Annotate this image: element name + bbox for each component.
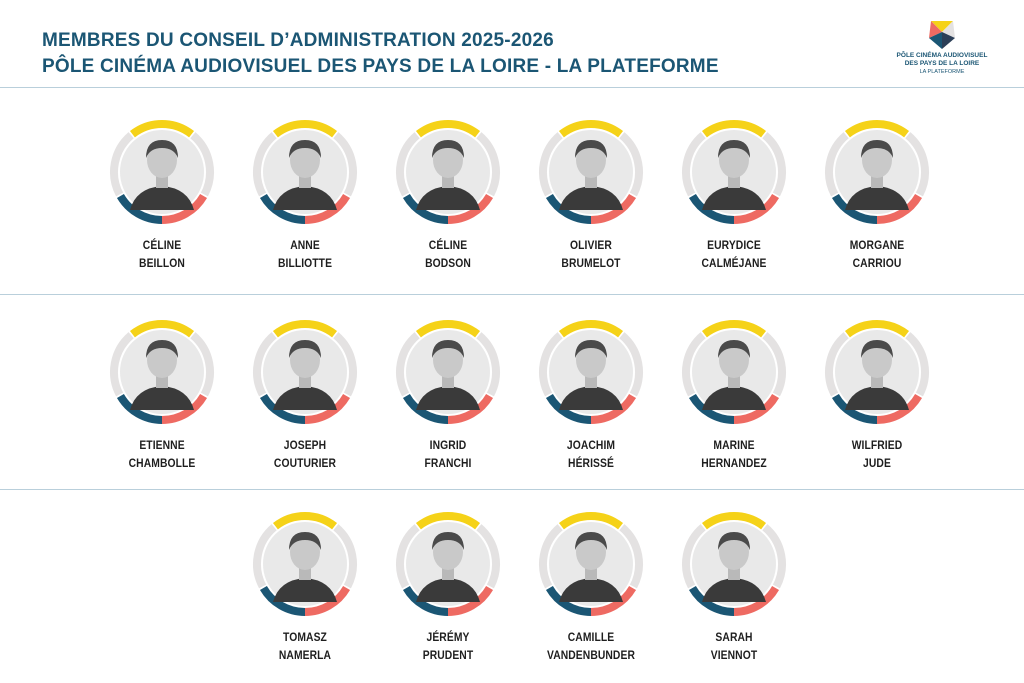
member-card: JÉRÉMY PRUDENT: [393, 510, 503, 664]
page-title: MEMBRES DU CONSEIL D’ADMINISTRATION 2025…: [42, 28, 719, 80]
member-portrait-ring: [253, 120, 357, 224]
member-card: ANNE BILLIOTTE: [250, 118, 360, 272]
member-portrait-ring: [682, 320, 786, 424]
member-name: MORGANE CARRIOU: [830, 236, 925, 272]
member-last-name: VANDENBUNDER: [546, 648, 635, 662]
member-name: SARAH VIENNOT: [687, 628, 782, 664]
member-name: OLIVIER BRUMELOT: [544, 236, 639, 272]
member-first-name: CAMILLE: [567, 630, 615, 644]
member-first-name: CÉLINE: [142, 238, 182, 252]
member-first-name: MORGANE: [849, 238, 905, 252]
member-last-name: HÉRISSÉ: [568, 456, 614, 470]
member-last-name: CALMÉJANE: [701, 256, 767, 270]
row-divider-2: [0, 489, 1024, 490]
member-card: WILFRIED JUDE: [822, 318, 932, 472]
member-last-name: BODSON: [425, 256, 471, 270]
member-name: JÉRÉMY PRUDENT: [401, 628, 496, 664]
member-card: OLIVIER BRUMELOT: [536, 118, 646, 272]
member-first-name: JOACHIM: [566, 438, 616, 452]
member-card: SARAH VIENNOT: [679, 510, 789, 664]
member-name: CAMILLE VANDENBUNDER: [544, 628, 639, 664]
member-card: JOACHIM HÉRISSÉ: [536, 318, 646, 472]
member-portrait-ring: [539, 512, 643, 616]
member-portrait-ring: [825, 320, 929, 424]
member-last-name: BRUMELOT: [561, 256, 621, 270]
member-card: INGRID FRANCHI: [393, 318, 503, 472]
member-portrait-ring: [396, 512, 500, 616]
title-line-1: MEMBRES DU CONSEIL D’ADMINISTRATION 2025…: [42, 30, 554, 51]
member-card: CÉLINE BEILLON: [107, 118, 217, 272]
member-name: MARINE HERNANDEZ: [687, 436, 782, 472]
member-last-name: VIENNOT: [710, 648, 758, 662]
member-first-name: TOMASZ: [283, 630, 327, 644]
member-last-name: JUDE: [863, 456, 891, 470]
member-name: INGRID FRANCHI: [401, 436, 496, 472]
member-first-name: ANNE: [290, 238, 320, 252]
member-last-name: NAMERLA: [278, 648, 332, 662]
member-portrait-ring: [110, 320, 214, 424]
member-portrait-ring: [539, 120, 643, 224]
pole-logo-mark-icon: [929, 21, 955, 49]
member-card: EURYDICE CALMÉJANE: [679, 118, 789, 272]
member-portrait-ring: [396, 320, 500, 424]
member-name: ETIENNE CHAMBOLLE: [115, 436, 210, 472]
member-name: WILFRIED JUDE: [830, 436, 925, 472]
member-portrait-ring: [253, 320, 357, 424]
member-first-name: MARINE: [713, 438, 755, 452]
member-last-name: PRUDENT: [422, 648, 474, 662]
member-portrait-ring: [253, 512, 357, 616]
member-last-name: BEILLON: [139, 256, 185, 270]
pole-cinema-logo: PÔLE CINÉMA AUDIOVISUEL DES PAYS DE LA L…: [896, 18, 988, 76]
member-portrait-ring: [396, 120, 500, 224]
member-first-name: JÉRÉMY: [426, 630, 470, 644]
member-name: ANNE BILLIOTTE: [258, 236, 353, 272]
member-portrait-ring: [825, 120, 929, 224]
member-card: ETIENNE CHAMBOLLE: [107, 318, 217, 472]
header-divider: [0, 87, 1024, 88]
member-name: JOACHIM HÉRISSÉ: [544, 436, 639, 472]
member-first-name: JOSEPH: [283, 438, 327, 452]
member-last-name: CARRIOU: [852, 256, 902, 270]
member-card: MORGANE CARRIOU: [822, 118, 932, 272]
member-card: CÉLINE BODSON: [393, 118, 503, 272]
member-first-name: INGRID: [429, 438, 467, 452]
member-first-name: EURYDICE: [707, 238, 761, 252]
member-first-name: ETIENNE: [139, 438, 185, 452]
member-name: TOMASZ NAMERLA: [258, 628, 353, 664]
row-divider-1: [0, 294, 1024, 295]
member-card: JOSEPH COUTURIER: [250, 318, 360, 472]
member-first-name: WILFRIED: [851, 438, 903, 452]
title-line-2: PÔLE CINÉMA AUDIOVISUEL DES PAYS DE LA L…: [42, 56, 719, 77]
member-portrait-ring: [682, 512, 786, 616]
member-first-name: SARAH: [715, 630, 753, 644]
member-last-name: CHAMBOLLE: [128, 456, 196, 470]
member-card: CAMILLE VANDENBUNDER: [536, 510, 646, 664]
member-last-name: FRANCHI: [424, 456, 472, 470]
member-portrait-ring: [539, 320, 643, 424]
logo-line-3: LA PLATEFORME: [919, 69, 965, 75]
member-card: MARINE HERNANDEZ: [679, 318, 789, 472]
member-last-name: HERNANDEZ: [701, 456, 767, 470]
member-first-name: OLIVIER: [570, 238, 612, 252]
logo-line-2: DES PAYS DE LA LOIRE: [904, 60, 980, 67]
member-name: CÉLINE BODSON: [401, 236, 496, 272]
member-portrait-ring: [110, 120, 214, 224]
member-last-name: COUTURIER: [273, 456, 337, 470]
member-portrait-ring: [682, 120, 786, 224]
member-card: TOMASZ NAMERLA: [250, 510, 360, 664]
member-name: JOSEPH COUTURIER: [258, 436, 353, 472]
member-last-name: BILLIOTTE: [277, 256, 333, 270]
member-name: EURYDICE CALMÉJANE: [687, 236, 782, 272]
member-first-name: CÉLINE: [428, 238, 468, 252]
logo-line-1: PÔLE CINÉMA AUDIOVISUEL: [896, 52, 988, 59]
member-name: CÉLINE BEILLON: [115, 236, 210, 272]
